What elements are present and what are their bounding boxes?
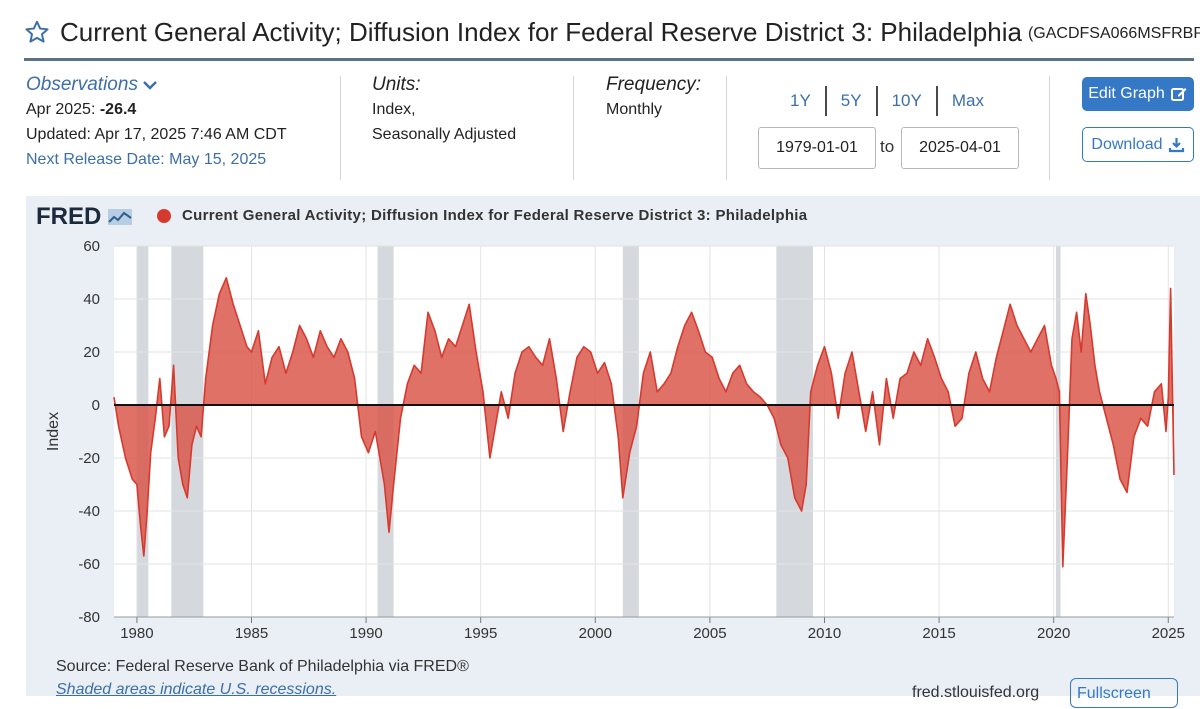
header-divider xyxy=(24,58,1194,61)
fred-url: fred.stlouisfed.org xyxy=(912,684,1040,701)
fred-chart-icon xyxy=(108,209,133,225)
divider xyxy=(340,76,341,180)
range-1y-button[interactable]: 1Y xyxy=(790,91,811,110)
download-label: Download xyxy=(1091,135,1163,153)
download-icon xyxy=(1168,138,1184,153)
range-divider xyxy=(935,86,938,116)
latest-value: -26.4 xyxy=(99,101,137,118)
observations-block: Observations Apr 2025: -26.4 Updated: Ap… xyxy=(26,72,287,172)
x-tick-label: 2025 xyxy=(1152,625,1185,642)
legend-marker xyxy=(157,209,171,223)
observations-dropdown[interactable]: Observations xyxy=(26,72,287,97)
y-tick-label: -20 xyxy=(78,450,100,467)
fullscreen-button[interactable]: Fullscreen xyxy=(1070,678,1178,708)
observations-label[interactable]: Observations xyxy=(26,74,138,95)
y-tick-label: 0 xyxy=(92,397,100,414)
y-tick-label: -60 xyxy=(78,556,100,573)
y-tick-label: 40 xyxy=(83,291,100,308)
x-tick-label: 1995 xyxy=(464,625,497,642)
series-id: (GACDFSA066MSFRBPHI) xyxy=(1027,25,1200,42)
x-tick-label: 2020 xyxy=(1037,625,1070,642)
y-axis-label: Index xyxy=(45,412,62,451)
range-divider xyxy=(824,86,827,116)
series-area xyxy=(114,277,1174,567)
frequency-value: Monthly xyxy=(606,101,663,118)
x-tick-label: 2010 xyxy=(808,625,841,642)
units-line1: Index, xyxy=(372,101,416,118)
edit-graph-label: Edit Graph xyxy=(1088,85,1165,102)
fred-logo-text: FRED xyxy=(36,203,102,230)
x-tick-label: 2000 xyxy=(579,625,612,642)
frequency-label: Frequency: xyxy=(606,74,702,95)
frequency-block: Frequency: Monthly xyxy=(606,72,701,122)
fred-logo: FRED xyxy=(36,203,133,231)
y-tick-label: -80 xyxy=(78,609,100,626)
y-tick-label: 20 xyxy=(83,344,100,361)
divider xyxy=(573,76,574,180)
page-title: Current General Activity; Diffusion Inde… xyxy=(60,16,1022,47)
end-date-input[interactable]: 2025-04-01 xyxy=(901,127,1019,169)
units-label: Units: xyxy=(372,74,421,95)
latest-observation: Apr 2025: -26.4 xyxy=(26,97,287,122)
y-tick-label: -40 xyxy=(78,503,100,520)
range-buttons: 1Y 5Y 10Y Max xyxy=(776,86,998,116)
legend-label: Current General Activity; Diffusion Inde… xyxy=(182,207,808,224)
divider xyxy=(726,76,727,180)
start-date-input[interactable]: 1979-01-01 xyxy=(758,127,876,169)
next-release-link[interactable]: Next Release Date: May 15, 2025 xyxy=(26,151,267,168)
recession-band xyxy=(1055,246,1061,617)
latest-prefix: Apr 2025: xyxy=(26,101,96,118)
y-tick-label: 60 xyxy=(83,238,100,255)
x-tick-label: 1990 xyxy=(349,625,382,642)
to-label: to xyxy=(880,137,895,156)
range-5y-button[interactable]: 5Y xyxy=(840,91,862,110)
edit-icon xyxy=(1170,88,1187,101)
star-icon[interactable] xyxy=(24,19,50,45)
units-block: Units: Index, Seasonally Adjusted xyxy=(372,72,516,147)
edit-graph-button[interactable]: Edit Graph xyxy=(1082,77,1194,111)
recession-note-link[interactable]: Shaded areas indicate U.S. recessions. xyxy=(56,681,337,698)
range-10y-button[interactable]: 10Y xyxy=(891,91,922,110)
plot-area xyxy=(114,246,1174,617)
x-tick-label: 1980 xyxy=(120,625,153,642)
chevron-down-icon[interactable] xyxy=(142,79,158,91)
divider xyxy=(1049,76,1050,180)
fullscreen-label: Fullscreen xyxy=(1077,685,1151,702)
x-tick-label: 2005 xyxy=(693,625,726,642)
range-max-button[interactable]: Max xyxy=(951,91,984,110)
download-button[interactable]: Download xyxy=(1082,127,1194,162)
range-divider xyxy=(875,86,878,116)
x-tick-label: 2015 xyxy=(922,625,955,642)
title-row: Current General Activity; Diffusion Inde… xyxy=(24,14,1200,50)
units-line2: Seasonally Adjusted xyxy=(372,126,517,143)
series-line xyxy=(113,277,1175,568)
updated-text: Updated: Apr 17, 2025 7:46 AM CDT xyxy=(26,126,287,143)
x-tick-label: 1985 xyxy=(235,625,268,642)
source-text: Source: Federal Reserve Bank of Philadel… xyxy=(56,658,469,675)
